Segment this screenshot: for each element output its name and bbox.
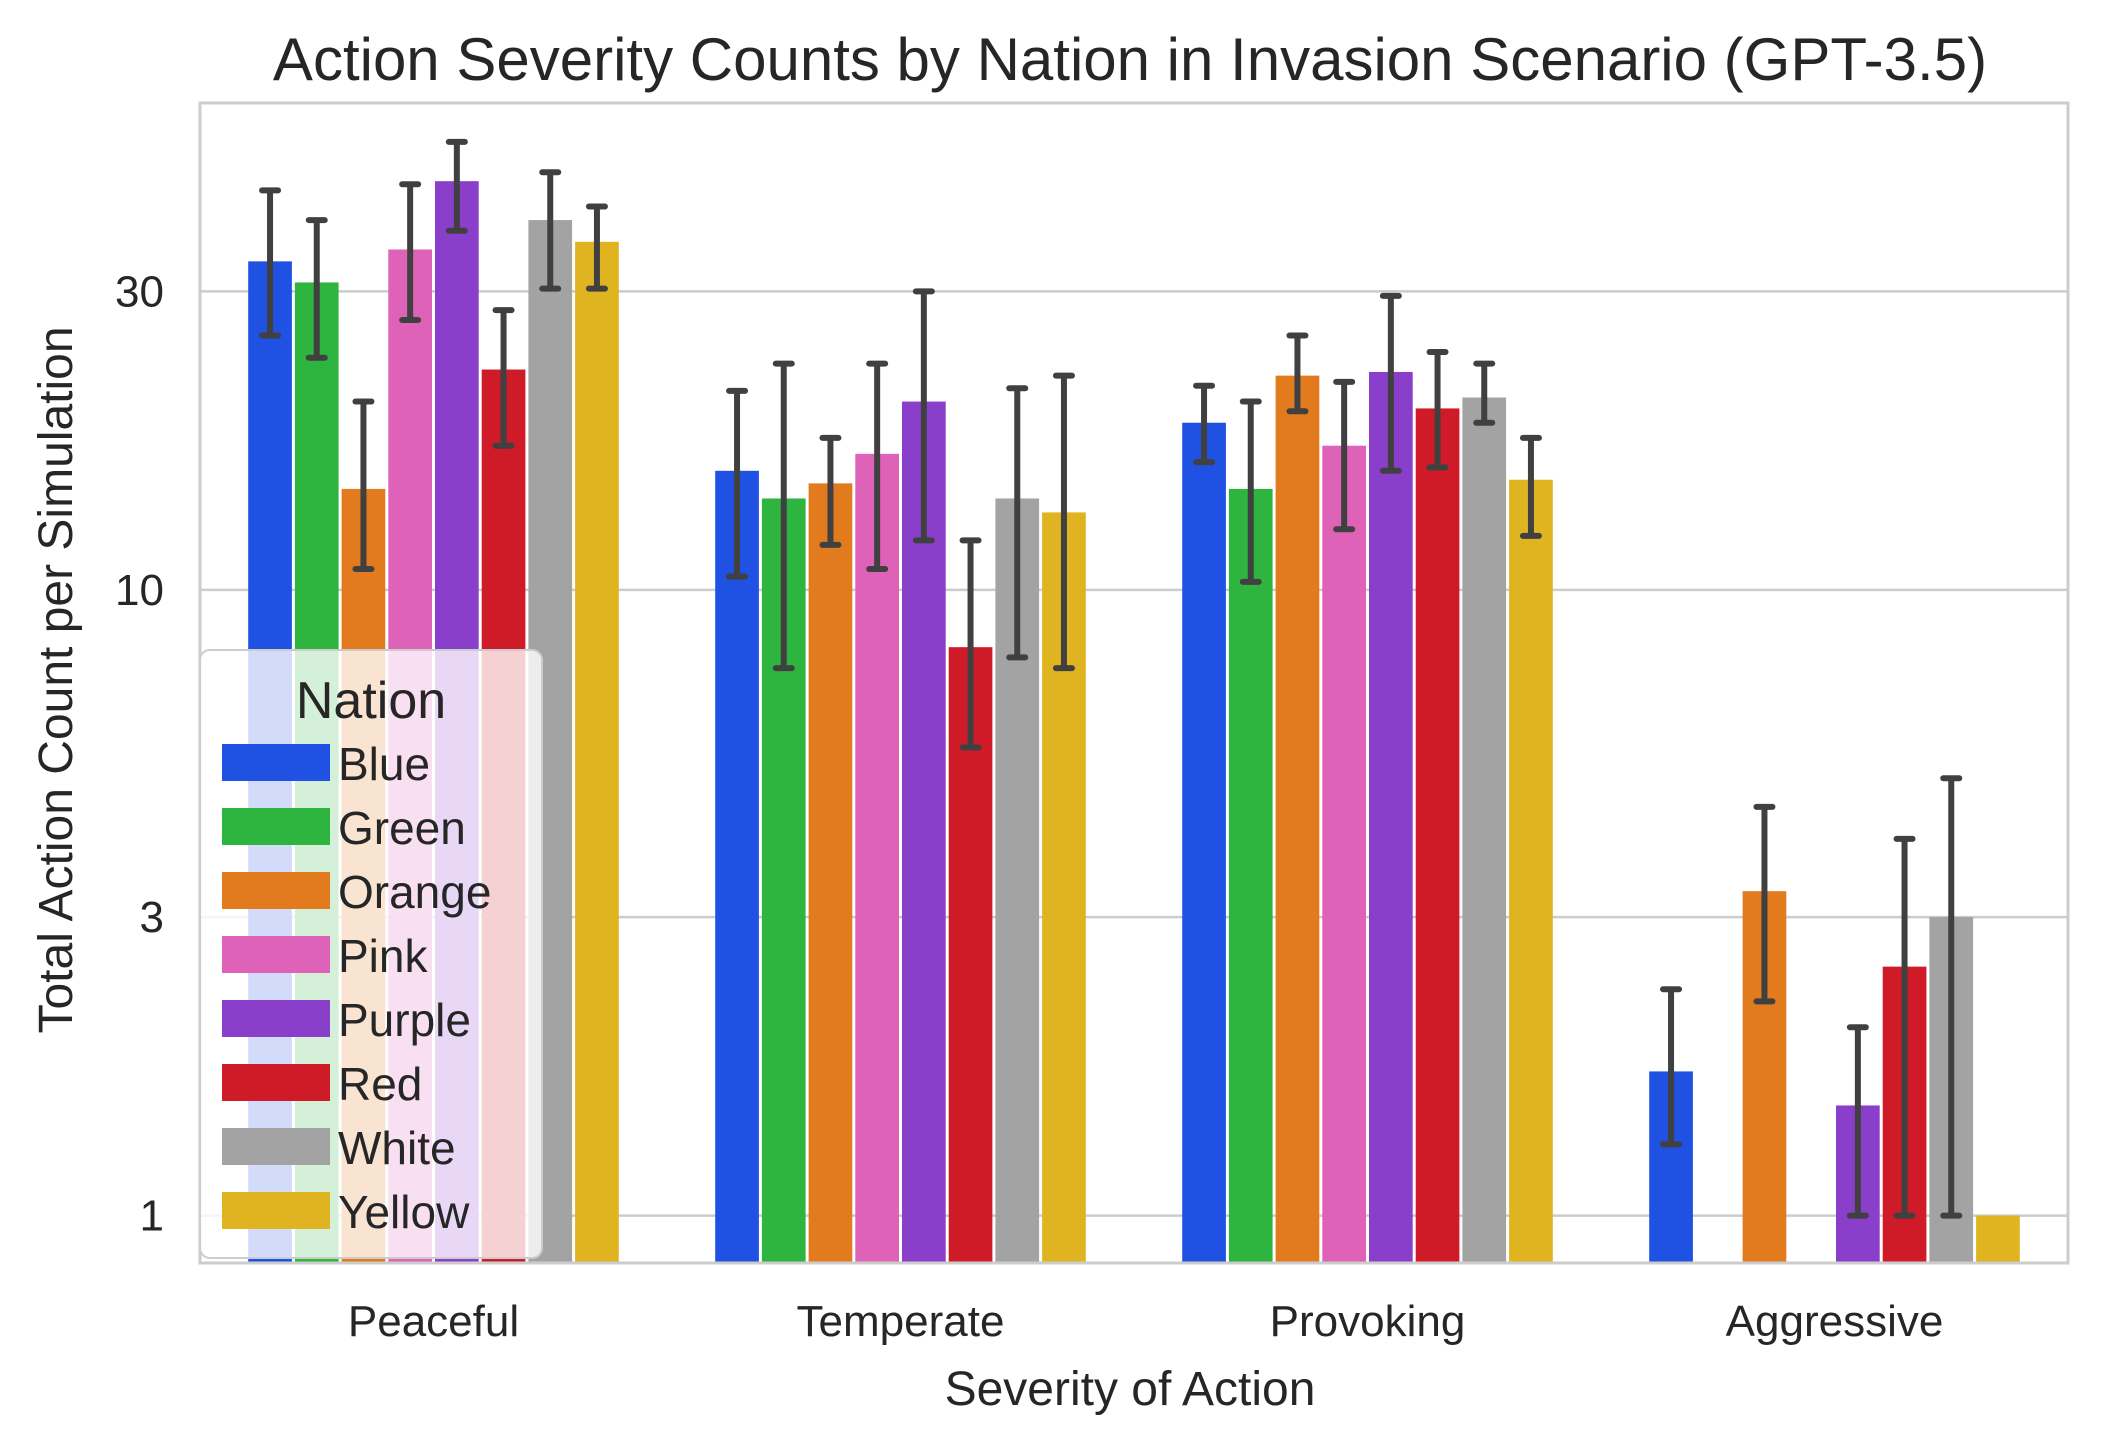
x-tick-label: Provoking <box>1270 1297 1466 1346</box>
x-axis-label: Severity of Action <box>945 1363 1316 1416</box>
bar-blue <box>1182 422 1226 1264</box>
bar-orange <box>808 483 853 1263</box>
legend-swatch-yellow <box>222 1192 330 1229</box>
legend-swatch-blue <box>222 744 330 781</box>
x-tick-label: Aggressive <box>1726 1297 1944 1346</box>
bar-orange <box>1275 375 1320 1264</box>
error-bars <box>259 138 1963 1219</box>
y-tick-label: 3 <box>140 893 164 942</box>
legend-label-red: Red <box>338 1058 422 1110</box>
bar-yellow <box>1509 479 1553 1263</box>
bar-pink <box>855 453 899 1263</box>
legend: Nation Blue Green Orange Pink Purple Red White… <box>199 649 543 1259</box>
legend-label-purple: Purple <box>338 994 471 1046</box>
legend-swatch-red <box>222 1064 330 1101</box>
legend-title: Nation <box>296 672 446 730</box>
legend-swatch-purple <box>222 1000 330 1037</box>
legend-swatch-orange <box>222 872 330 909</box>
legend-swatch-white <box>222 1128 330 1165</box>
bar-red <box>1415 408 1460 1263</box>
y-tick-label: 30 <box>115 267 164 316</box>
legend-label-green: Green <box>338 802 466 854</box>
legend-label-orange: Orange <box>338 866 491 918</box>
bar-purple <box>902 401 946 1263</box>
legend-box <box>199 649 543 1259</box>
x-tick-labels: Peaceful Temperate Provoking Aggressive <box>348 1297 1943 1346</box>
legend-label-yellow: Yellow <box>338 1186 470 1238</box>
y-tick-label: 1 <box>140 1192 164 1241</box>
y-tick-labels: 1 3 10 30 <box>115 267 164 1240</box>
y-tick-label: 10 <box>115 566 164 615</box>
legend-swatch-green <box>222 808 330 845</box>
y-axis-label: Total Action Count per Simulation <box>30 326 83 1033</box>
legend-label-blue: Blue <box>338 738 430 790</box>
legend-label-pink: Pink <box>338 930 428 982</box>
x-tick-label: Temperate <box>797 1297 1005 1346</box>
bar-pink <box>1322 445 1366 1263</box>
bar-yellow <box>1976 1215 2020 1263</box>
bar-purple <box>1369 371 1413 1263</box>
legend-swatch-pink <box>222 936 330 973</box>
chart-title: Action Severity Counts by Nation in Inva… <box>273 26 1987 93</box>
legend-label-white: White <box>338 1122 456 1174</box>
bar-white <box>1462 397 1507 1263</box>
x-tick-label: Peaceful <box>348 1297 519 1346</box>
bar-blue <box>715 470 759 1263</box>
bar-green <box>1228 488 1273 1264</box>
bar-yellow <box>575 241 619 1263</box>
